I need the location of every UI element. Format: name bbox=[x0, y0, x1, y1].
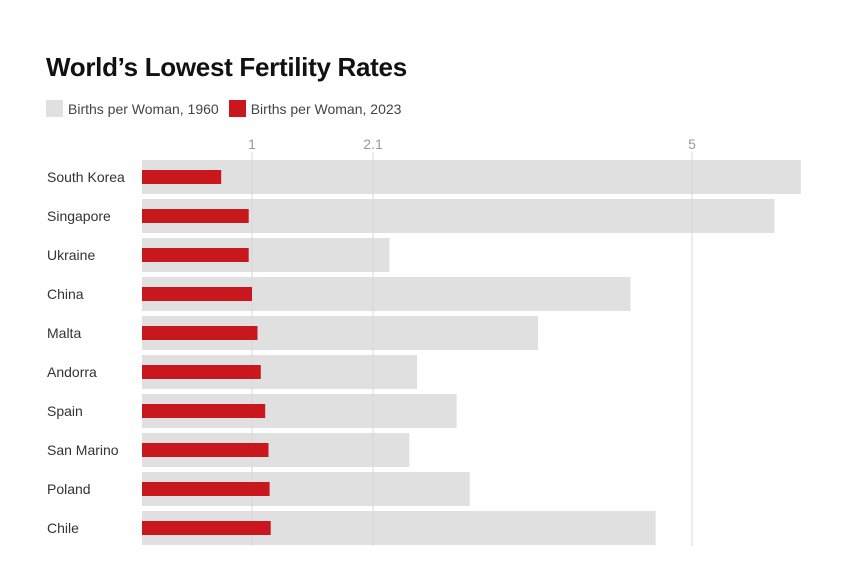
legend-item-1960: Births per Woman, 1960 bbox=[46, 100, 219, 117]
legend-item-2023: Births per Woman, 2023 bbox=[228, 100, 402, 117]
category-label: Chile bbox=[47, 520, 79, 536]
bar-2023 bbox=[142, 404, 266, 418]
bar-2023 bbox=[142, 287, 252, 301]
legend-label-1960: Births per Woman, 1960 bbox=[68, 100, 219, 117]
bar-2023 bbox=[142, 443, 269, 457]
category-label: China bbox=[47, 286, 84, 302]
bar-2023 bbox=[142, 209, 249, 223]
bar-2023 bbox=[142, 482, 270, 496]
category-label: Andorra bbox=[47, 364, 97, 380]
category-label: Ukraine bbox=[47, 247, 95, 263]
category-label: San Marino bbox=[47, 442, 119, 458]
bar-2023 bbox=[142, 521, 271, 535]
x-tick-label: 5 bbox=[688, 136, 696, 152]
bar-2023 bbox=[142, 326, 258, 340]
bar-2023 bbox=[142, 365, 261, 379]
category-label: Spain bbox=[47, 403, 83, 419]
legend-swatch-1960 bbox=[46, 100, 63, 117]
bar-2023 bbox=[142, 170, 222, 184]
legend: Births per Woman, 1960 Births per Woman,… bbox=[46, 100, 411, 117]
legend-swatch-2023 bbox=[228, 100, 246, 117]
bar-1960 bbox=[142, 160, 801, 194]
category-label: South Korea bbox=[47, 169, 125, 185]
category-label: Poland bbox=[47, 481, 91, 497]
category-label: Singapore bbox=[47, 208, 111, 224]
category-label: Malta bbox=[47, 325, 81, 341]
legend-label-2023: Births per Woman, 2023 bbox=[250, 100, 402, 117]
x-tick-label: 1 bbox=[248, 136, 256, 152]
x-tick-label: 2.1 bbox=[363, 136, 383, 152]
chart-title: World’s Lowest Fertility Rates bbox=[46, 52, 407, 82]
bar-2023 bbox=[142, 248, 249, 262]
